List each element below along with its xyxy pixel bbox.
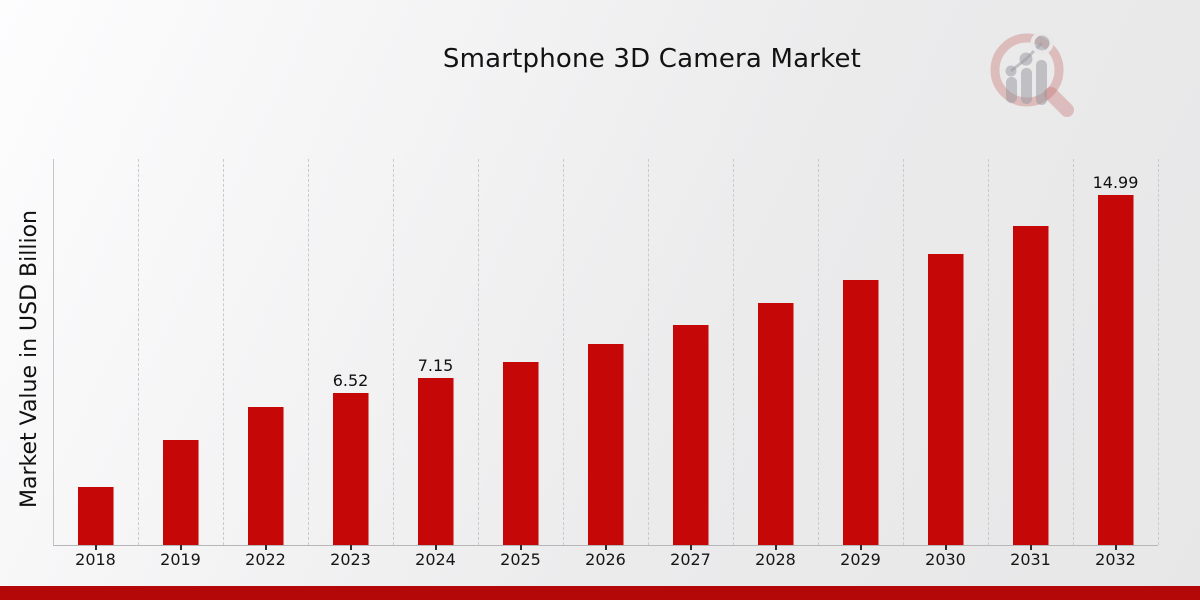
plot-area: 6.52 7.15 14.99 (53, 159, 1159, 550)
bottom-accent-stripe (0, 586, 1200, 600)
x-tick-label-2029: 2029 (840, 550, 881, 569)
x-axis-tick (944, 545, 947, 550)
gridline (478, 159, 479, 545)
x-axis-tick (604, 545, 607, 550)
gridline (393, 159, 394, 545)
x-tick-label-2018: 2018 (75, 550, 116, 569)
x-axis-tick (94, 545, 97, 550)
x-axis-tick (1114, 545, 1117, 550)
y-axis-line (53, 159, 54, 545)
bar-value-label-2024: 7.15 (417, 356, 454, 376)
bar-value-label-2023: 6.52 (332, 370, 369, 390)
x-tick-label-2022: 2022 (245, 550, 286, 569)
x-tick-label-2028: 2028 (755, 550, 796, 569)
bar-value-label-2032: 14.99 (1092, 172, 1139, 192)
x-axis-tick (1029, 545, 1032, 550)
gridline (308, 159, 309, 545)
bar-2019 (163, 439, 199, 545)
gridline (223, 159, 224, 545)
x-tick-label-2024: 2024 (415, 550, 456, 569)
x-tick-label-2025: 2025 (500, 550, 541, 569)
gridline (648, 159, 649, 545)
bar-2018 (78, 487, 114, 545)
x-axis-tick (349, 545, 352, 550)
x-axis-tick (519, 545, 522, 550)
gridline (733, 159, 734, 545)
bar-2025 (503, 361, 539, 545)
x-tick-label-2032: 2032 (1095, 550, 1136, 569)
x-axis-tick (264, 545, 267, 550)
magnifier-growth-chart-logo-icon (990, 31, 1074, 117)
gridline (818, 159, 819, 545)
bar-2032 (1098, 194, 1134, 545)
x-tick-label-2031: 2031 (1010, 550, 1051, 569)
x-axis-tick (859, 545, 862, 550)
x-tick-label-2027: 2027 (670, 550, 711, 569)
bar-2024 (418, 378, 454, 545)
x-tick-label-2030: 2030 (925, 550, 966, 569)
bar-2030 (928, 254, 964, 545)
x-axis-tick (689, 545, 692, 550)
x-axis-tick (434, 545, 437, 550)
bar-2026 (588, 344, 624, 545)
gridline (1073, 159, 1074, 545)
x-tick-label-2019: 2019 (160, 550, 201, 569)
gridline (563, 159, 564, 545)
gridline (1158, 159, 1159, 545)
bar-2027 (673, 324, 709, 545)
gridline (138, 159, 139, 545)
x-tick-label-2026: 2026 (585, 550, 626, 569)
x-axis-tick (179, 545, 182, 550)
bar-2022 (248, 407, 284, 545)
x-axis-tick (774, 545, 777, 550)
gridline (903, 159, 904, 545)
gridline (988, 159, 989, 545)
bar-2028 (758, 303, 794, 545)
chart-title: Smartphone 3D Camera Market (442, 44, 862, 74)
bar-2023 (333, 392, 369, 545)
x-tick-label-2023: 2023 (330, 550, 371, 569)
y-axis-title: Market Value in USD Billion (17, 209, 42, 509)
bar-2031 (1013, 225, 1049, 545)
bar-2029 (843, 279, 879, 545)
